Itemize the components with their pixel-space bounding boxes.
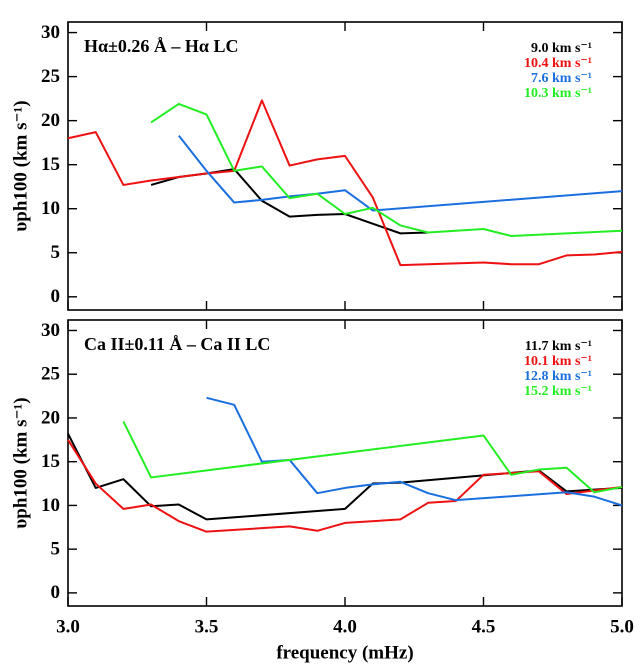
y-tick-label: 5	[51, 539, 61, 560]
legend-entry: 11.7 km s⁻¹	[525, 339, 592, 354]
legend-entry: 9.0 km s⁻¹	[531, 41, 592, 56]
y-tick-label: 15	[41, 154, 60, 175]
y-tick-label: 20	[41, 407, 60, 428]
y-tick-label: 10	[41, 198, 60, 219]
series-line	[122, 421, 623, 494]
y-axis-label: υph100 (km s⁻¹)	[10, 397, 31, 528]
x-tick-label: 4.5	[472, 616, 496, 637]
legend-entry: 7.6 km s⁻¹	[531, 71, 592, 86]
legend-entry: 10.1 km s⁻¹	[524, 354, 592, 369]
legend-entry: 10.4 km s⁻¹	[524, 56, 592, 71]
series-line	[206, 396, 623, 507]
panel-title: Ca II±0.11 Å – Ca II LC	[84, 334, 270, 354]
panel-title: Hα±0.26 Å – Hα LC	[84, 36, 238, 56]
y-tick-label: 15	[41, 451, 60, 472]
y-tick-label: 0	[51, 582, 61, 603]
series-line	[150, 102, 623, 238]
y-tick-label: 25	[41, 364, 60, 385]
legend-entry: 15.2 km s⁻¹	[524, 384, 592, 399]
series-line	[67, 439, 623, 533]
y-tick-label: 30	[41, 320, 60, 341]
x-tick-label: 3.5	[195, 616, 219, 637]
y-tick-label: 0	[51, 286, 61, 307]
y-tick-label: 10	[41, 495, 60, 516]
series-line	[67, 99, 623, 267]
x-tick-label: 4.0	[333, 616, 357, 637]
y-tick-label: 25	[41, 66, 60, 87]
legend-entry: 10.3 km s⁻¹	[524, 86, 592, 101]
x-tick-label: 3.0	[56, 616, 80, 637]
y-tick-label: 30	[41, 22, 60, 43]
y-tick-label: 5	[51, 242, 61, 263]
y-tick-label: 20	[41, 110, 60, 131]
series-line	[178, 134, 623, 212]
series-line	[150, 168, 429, 235]
x-tick-label: 5.0	[610, 616, 634, 637]
x-axis-label: frequency (mHz)	[276, 642, 413, 663]
y-axis-label: υph100 (km s⁻¹)	[10, 100, 31, 231]
legend-entry: 12.8 km s⁻¹	[524, 369, 592, 384]
